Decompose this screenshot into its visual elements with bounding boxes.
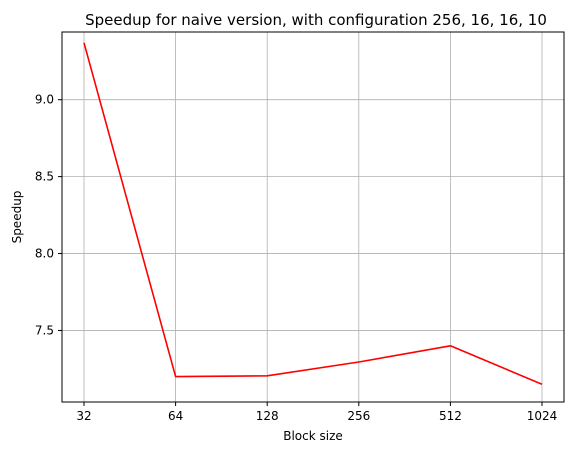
x-axis: 32 64 128 256 512 1024	[76, 402, 557, 423]
y-tick-label: 7.5	[35, 323, 54, 337]
series-layer	[83, 42, 543, 386]
y-axis: 7.5 8.0 8.5 9.0	[35, 93, 62, 337]
x-axis-label: Block size	[283, 429, 343, 443]
x-tick-label: 32	[76, 409, 91, 423]
x-tick-label: 1024	[527, 409, 558, 423]
x-tick-label: 256	[347, 409, 370, 423]
chart-title: Speedup for naive version, with configur…	[85, 11, 547, 29]
y-axis-label: Speedup	[10, 191, 24, 244]
x-tick-label: 512	[439, 409, 462, 423]
y-tick-label: 8.5	[35, 170, 54, 184]
x-tick-label: 128	[256, 409, 279, 423]
y-tick-label: 8.0	[35, 247, 54, 261]
series-line	[83, 42, 543, 386]
y-tick-label: 9.0	[35, 93, 54, 107]
plot-frame	[61, 31, 565, 403]
x-tick-label: 64	[168, 409, 183, 423]
grid-lines	[62, 32, 564, 402]
